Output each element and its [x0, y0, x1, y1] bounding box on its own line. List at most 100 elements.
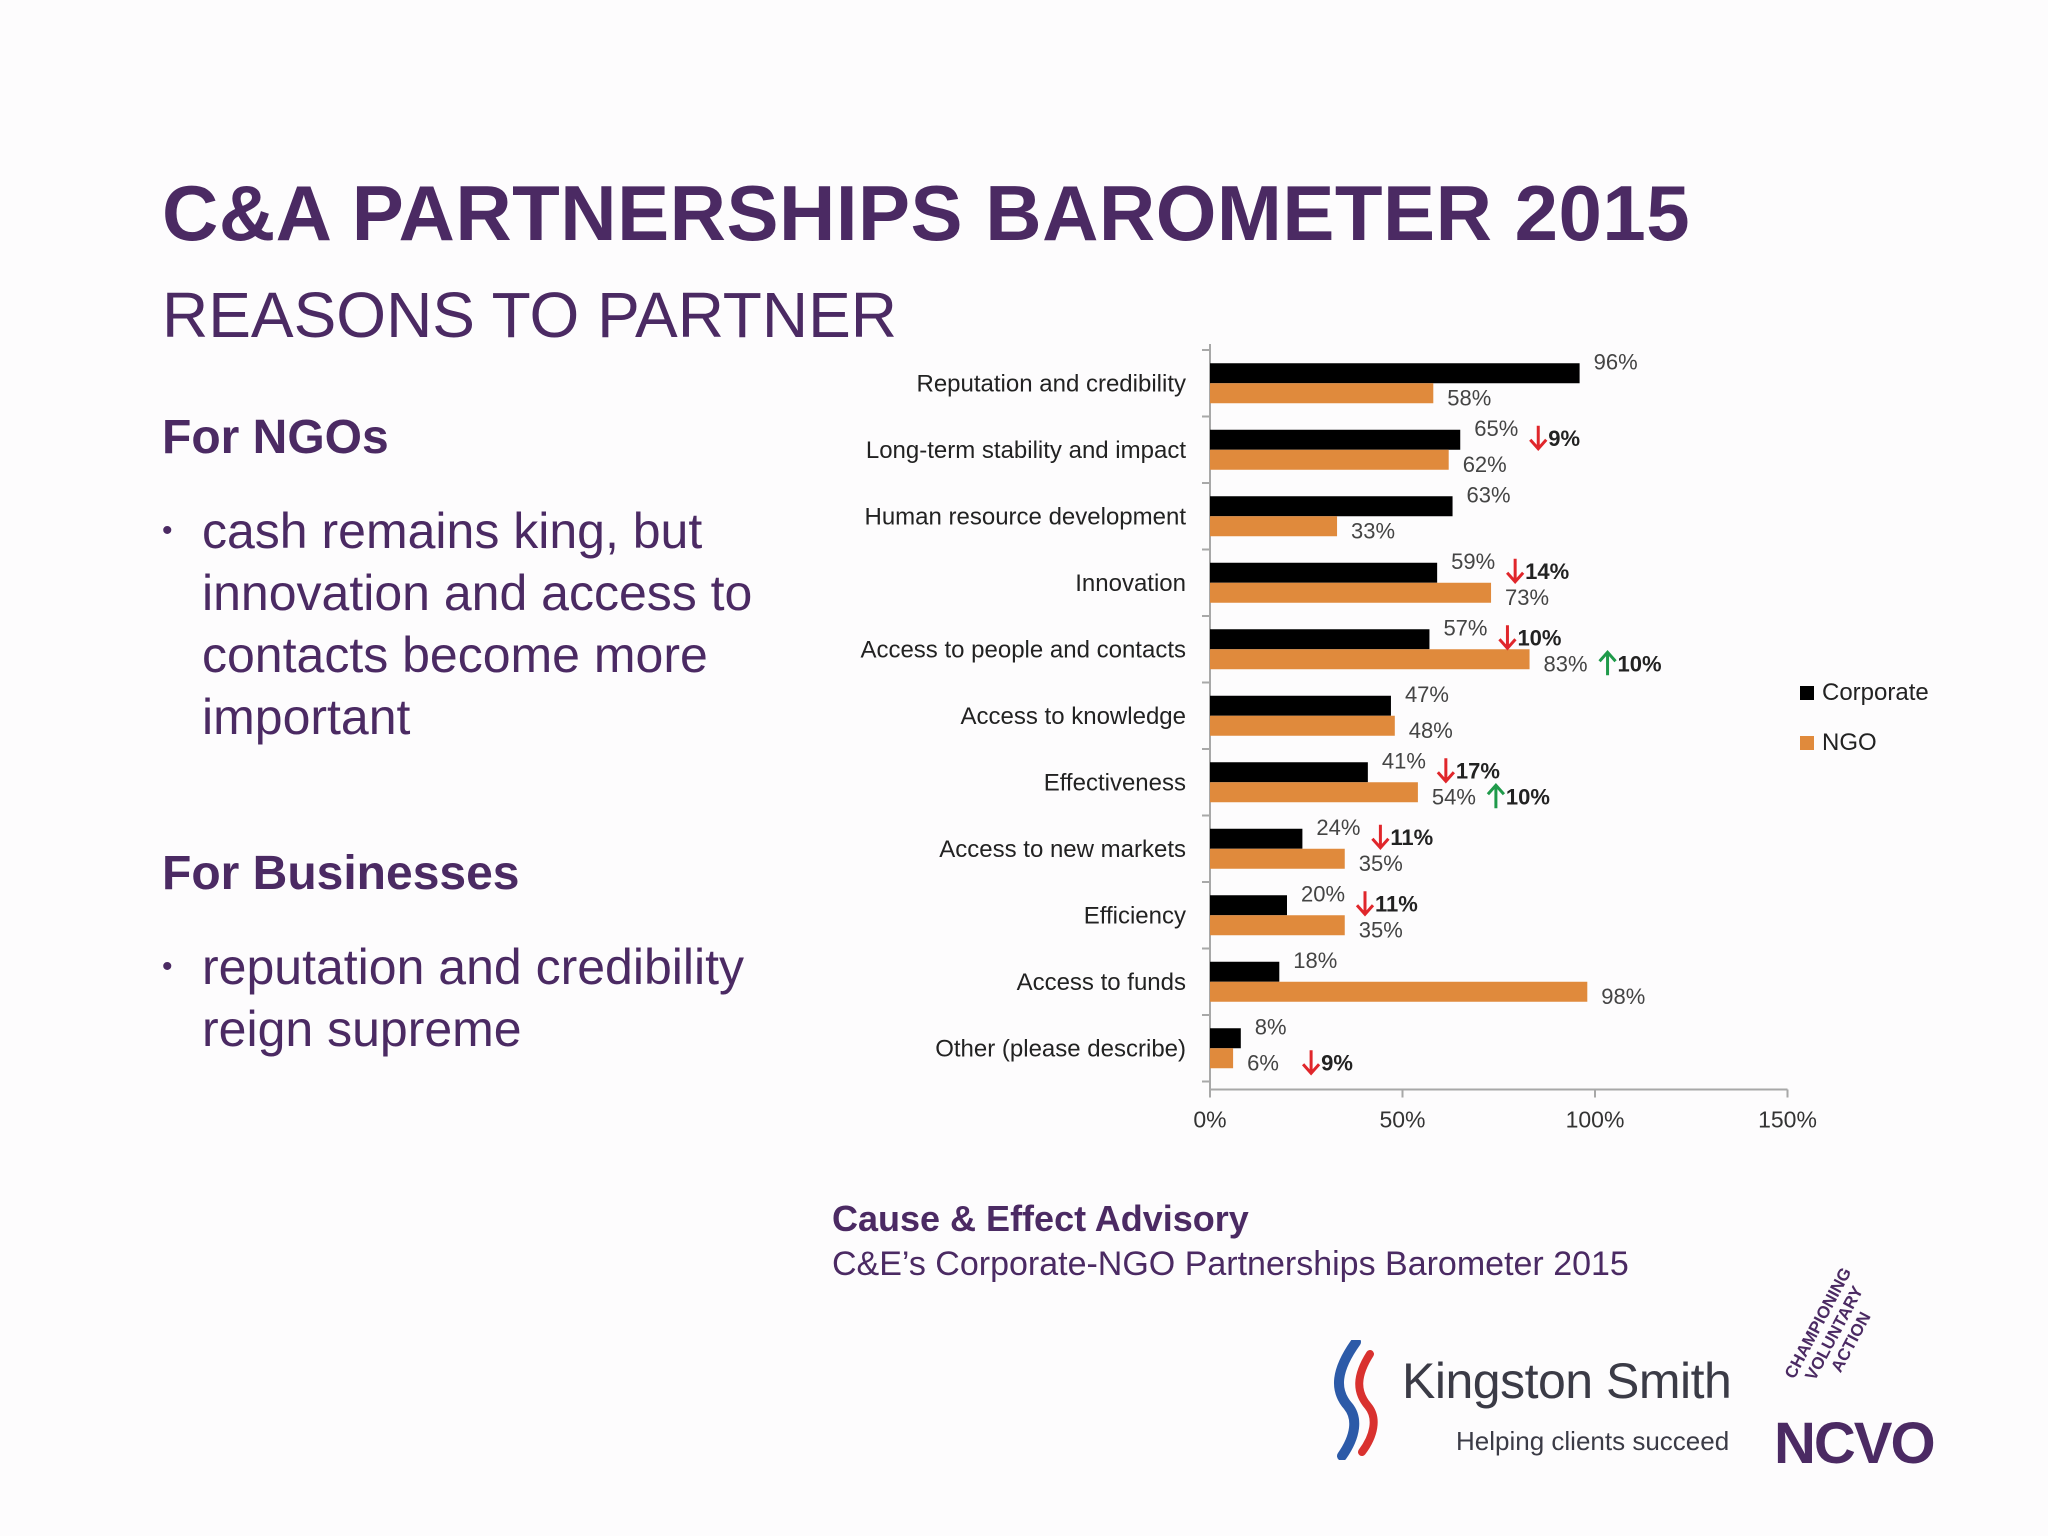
bar-ngo [1210, 449, 1449, 470]
change-annotation-label: 11% [1375, 891, 1418, 916]
category-label: Effectiveness [1044, 769, 1186, 796]
legend-swatch-corporate [1800, 686, 1814, 700]
data-label-ngo: 48% [1409, 718, 1453, 743]
legend-label-corporate: Corporate [1822, 679, 1929, 706]
change-annotation-label: 10% [1517, 625, 1561, 650]
bar-ngo [1210, 582, 1492, 603]
bar-corporate [1210, 363, 1580, 384]
data-label-corporate: 24% [1316, 815, 1360, 840]
x-tick-label: 150% [1758, 1107, 1817, 1133]
change-annotation-label: 11% [1390, 825, 1433, 850]
change-annotation-label: 14% [1525, 559, 1569, 584]
reasons-bar-chart: 0% 50% 100% 150% Reputation and credibility 9… [860, 344, 1929, 1133]
data-label-corporate: 20% [1301, 881, 1345, 906]
data-label-ngo: 73% [1505, 585, 1549, 610]
category-label: Efficiency [1084, 902, 1186, 929]
down-arrow-icon [1355, 891, 1375, 917]
change-annotation-label: 10% [1506, 784, 1550, 809]
legend-label-ngo: NGO [1822, 729, 1877, 756]
category-label: Reputation and credibility [917, 370, 1187, 397]
slide-subtitle: REASONS TO PARTNER [162, 279, 897, 351]
bar-ngo [1210, 981, 1588, 1002]
data-label-ngo: 58% [1447, 385, 1491, 410]
up-arrow-icon [1598, 649, 1617, 676]
category-label: Access to new markets [939, 836, 1186, 863]
slide-title: C&A PARTNERSHIPS BAROMETER 2015 [162, 169, 1691, 257]
data-label-ngo: 98% [1601, 984, 1645, 1009]
bar-corporate [1210, 895, 1287, 916]
down-arrow-icon [1506, 558, 1525, 585]
ngos-heading: For NGOs [162, 411, 389, 464]
ncvo-wordmark: NCVO [1774, 1411, 1936, 1476]
category-label: Innovation [1075, 570, 1186, 597]
category-label: Access to funds [1017, 969, 1186, 996]
x-tick-label: 0% [1193, 1107, 1226, 1133]
down-arrow-icon [1498, 625, 1517, 651]
businesses-bullet-text: reputation and credibility reign supreme [202, 939, 744, 1057]
change-annotation-label: 9% [1548, 426, 1580, 451]
bar-corporate [1210, 828, 1303, 849]
data-label-corporate: 96% [1594, 349, 1638, 374]
bar-corporate [1210, 695, 1391, 716]
data-label-ngo: 54% [1432, 784, 1476, 809]
ngos-bullet-text: cash remains king, but innovation and ac… [202, 503, 753, 745]
data-label-ngo: 83% [1544, 651, 1588, 676]
bar-corporate [1210, 562, 1438, 583]
data-label-ngo: 35% [1359, 851, 1403, 876]
source-org: Cause & Effect Advisory [832, 1198, 1249, 1239]
legend-swatch-ngo [1800, 736, 1814, 750]
data-label-ngo: 35% [1359, 917, 1403, 942]
data-label-corporate: 41% [1382, 748, 1426, 773]
data-label-corporate: 63% [1467, 482, 1511, 507]
change-annotation-label: 9% [1321, 1050, 1353, 1075]
data-label-ngo: 6% [1247, 1050, 1279, 1075]
bar-ngo [1210, 383, 1434, 404]
businesses-bullet: • reputation and credibility reign supre… [162, 936, 762, 1060]
bar-corporate [1210, 961, 1280, 982]
down-arrow-icon [1436, 758, 1455, 784]
source-reference: C&E’s Corporate-NGO Partnerships Baromet… [832, 1245, 1629, 1283]
bullet-marker: • [162, 514, 173, 547]
kingston-smith-tagline: Helping clients succeed [1456, 1426, 1730, 1456]
ncvo-logo: CHAMPIONING VOLUNTARY ACTION NCVO [1768, 1260, 1968, 1480]
bar-corporate [1210, 1028, 1241, 1049]
data-label-corporate: 57% [1443, 615, 1487, 640]
down-arrow-icon [1529, 425, 1548, 452]
down-arrow-icon [1371, 824, 1390, 851]
bar-corporate [1210, 496, 1453, 517]
bar-ngo [1210, 782, 1418, 803]
bar-ngo [1210, 848, 1345, 869]
category-label: Access to knowledge [961, 703, 1186, 730]
data-label-corporate: 47% [1405, 682, 1449, 707]
category-label: Long-term stability and impact [866, 437, 1186, 464]
kingston-smith-name: Kingston Smith [1402, 1353, 1732, 1409]
up-arrow-icon [1486, 782, 1506, 809]
businesses-heading: For Businesses [162, 847, 520, 900]
data-label-corporate: 59% [1451, 549, 1495, 574]
bar-corporate [1210, 629, 1430, 650]
bar-ngo [1210, 715, 1395, 736]
bar-ngo [1210, 516, 1338, 537]
data-label-corporate: 18% [1293, 948, 1337, 973]
kingston-smith-mark-icon [1334, 1340, 1378, 1460]
ncvo-tagline: CHAMPIONING VOLUNTARY ACTION [1780, 1264, 1875, 1384]
change-annotation-label: 17% [1456, 758, 1500, 783]
data-label-ngo: 33% [1351, 518, 1395, 543]
bar-corporate [1210, 429, 1461, 450]
bullet-marker: • [162, 950, 173, 983]
bar-ngo [1210, 1048, 1234, 1069]
ngos-bullet: • cash remains king, but innovation and … [162, 500, 762, 748]
down-arrow-icon [1301, 1050, 1321, 1076]
data-label-ngo: 62% [1463, 452, 1507, 477]
kingston-smith-logo: Kingston Smith Helping clients succeed [1326, 1334, 1732, 1474]
bar-ngo [1210, 649, 1530, 670]
data-label-corporate: 8% [1255, 1014, 1287, 1039]
category-label: Other (please describe) [935, 1035, 1186, 1062]
source-block: Cause & Effect Advisory C&E’s Corporate-… [832, 1196, 1629, 1286]
category-label: Access to people and contacts [860, 636, 1186, 663]
bar-ngo [1210, 915, 1345, 936]
bar-corporate [1210, 762, 1368, 783]
data-label-corporate: 65% [1474, 416, 1518, 441]
x-tick-label: 100% [1566, 1107, 1625, 1133]
category-label: Human resource development [864, 503, 1186, 530]
